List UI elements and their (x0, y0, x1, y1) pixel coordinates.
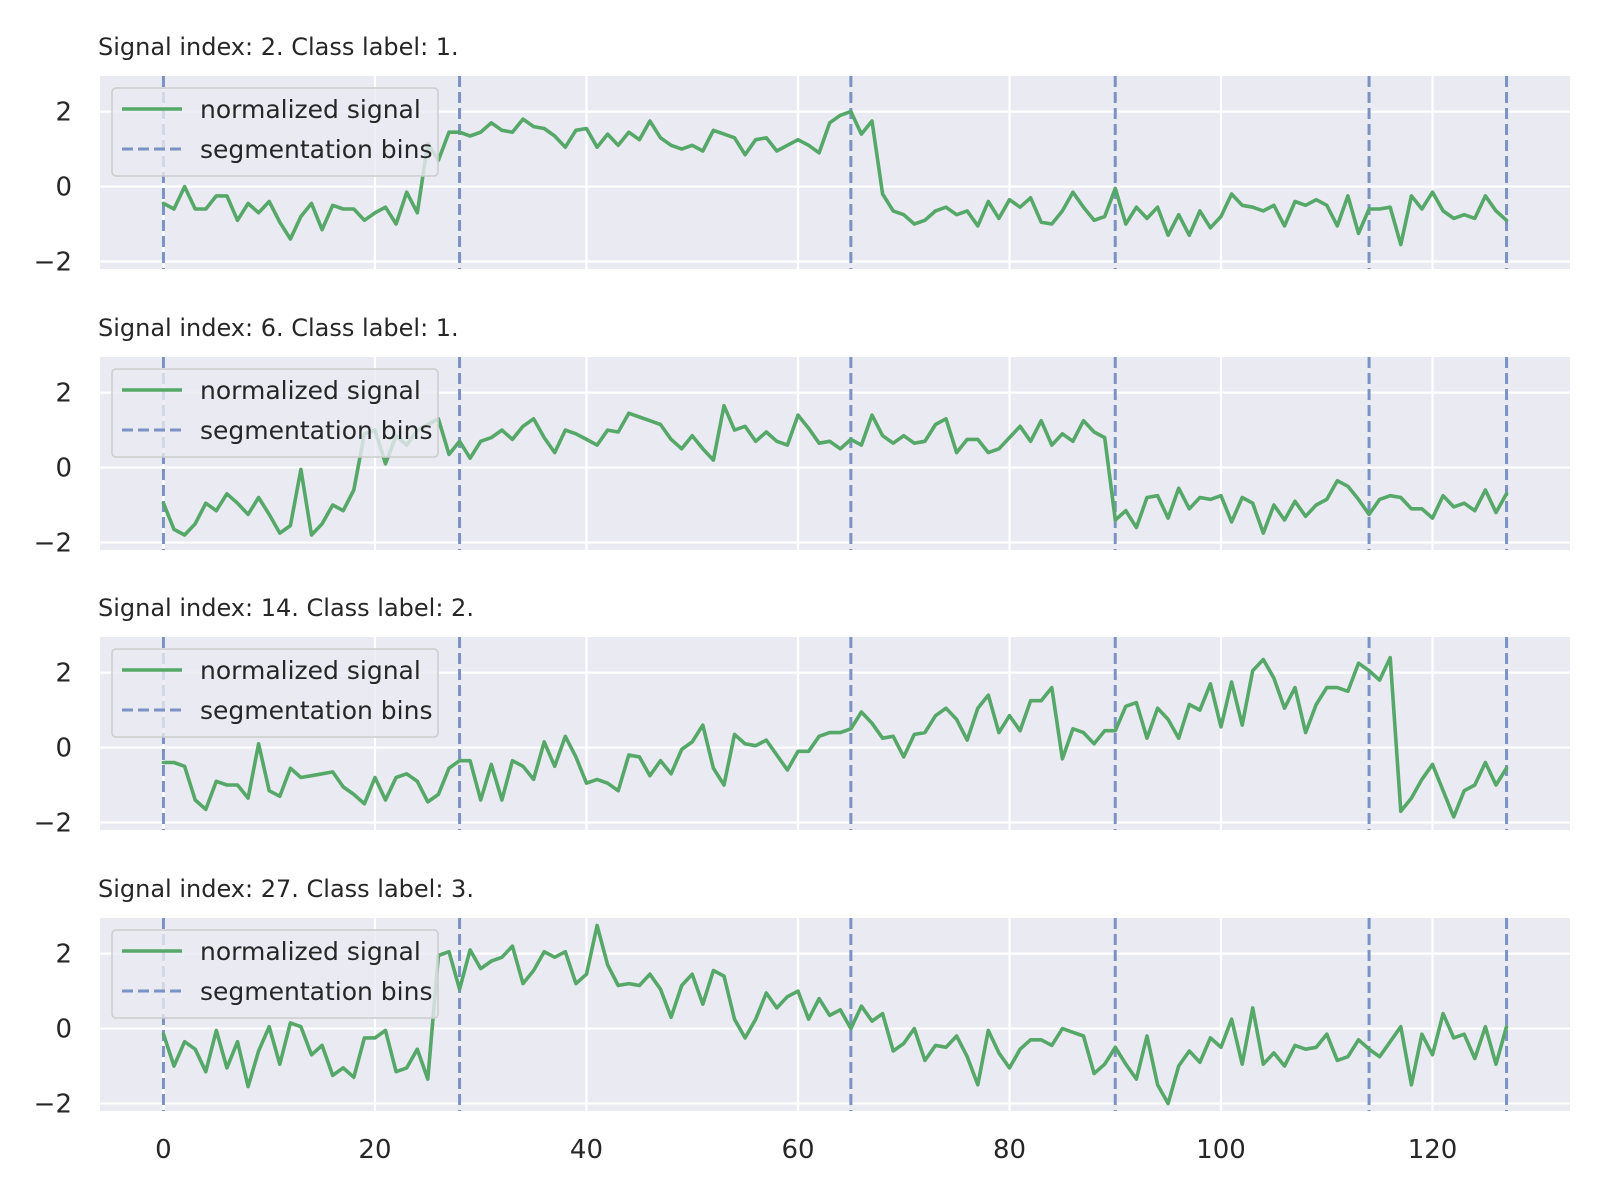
panel-3: Signal index: 14. Class label: 2. 2 0 −2 nor… (34, 594, 1570, 839)
legend-bins-label: segmentation bins (200, 977, 433, 1006)
panel-4: Signal index: 27. Class label: 3. 2 0 −2 nor… (34, 875, 1570, 1120)
y-tick-label: 2 (55, 659, 72, 689)
y-tick-label: 0 (55, 734, 72, 764)
signal-line (161, 109, 1509, 247)
x-tick-label: 80 (993, 1135, 1026, 1165)
y-tick-label: 0 (55, 1015, 72, 1045)
legend-box (111, 87, 439, 177)
legend-box (111, 368, 439, 458)
panel-title: Signal index: 6. Class label: 1. (98, 314, 459, 342)
x-tick-label: 20 (358, 1135, 391, 1165)
legend-box (111, 648, 439, 738)
y-tick-label: −2 (34, 809, 72, 839)
x-tick-label: 0 (155, 1135, 172, 1165)
y-tick-label: 2 (55, 379, 72, 409)
y-tick-label: −2 (34, 529, 72, 559)
panel-title: Signal index: 2. Class label: 1. (98, 33, 459, 61)
legend-bins-label: segmentation bins (200, 696, 433, 725)
legend-signal-label: normalized signal (200, 376, 421, 405)
legend-signal-label: normalized signal (200, 656, 421, 685)
panel-2: Signal index: 6. Class label: 1. 2 0 −2 norm… (34, 314, 1570, 559)
y-tick-label: 0 (55, 173, 72, 203)
x-tick-label: 100 (1196, 1135, 1246, 1165)
legend-signal-label: normalized signal (200, 95, 421, 124)
signal-line (161, 403, 1509, 537)
legend-signal-label: normalized signal (200, 937, 421, 966)
x-tick-label: 60 (781, 1135, 814, 1165)
panel-1: Signal index: 2. Class label: 1. 2 0 −2 norm… (34, 33, 1570, 278)
y-tick-label: −2 (34, 248, 72, 278)
panel-title: Signal index: 27. Class label: 3. (98, 875, 474, 903)
legend: normalized signal segmentation bins (111, 87, 439, 177)
y-tick-label: 2 (55, 98, 72, 128)
signal-line (161, 655, 1509, 819)
y-tick-label: 2 (55, 940, 72, 970)
legend-box (111, 929, 439, 1019)
x-tick-label: 120 (1408, 1135, 1458, 1165)
legend-bins-label: segmentation bins (200, 135, 433, 164)
x-tick-label: 40 (570, 1135, 603, 1165)
legend-bins-label: segmentation bins (200, 416, 433, 445)
signal-line (161, 923, 1509, 1106)
legend: normalized signal segmentation bins (111, 368, 439, 458)
legend: normalized signal segmentation bins (111, 648, 439, 738)
y-tick-label: −2 (34, 1090, 72, 1120)
legend: normalized signal segmentation bins (111, 929, 439, 1019)
panel-title: Signal index: 14. Class label: 2. (98, 594, 474, 622)
y-tick-label: 0 (55, 454, 72, 484)
